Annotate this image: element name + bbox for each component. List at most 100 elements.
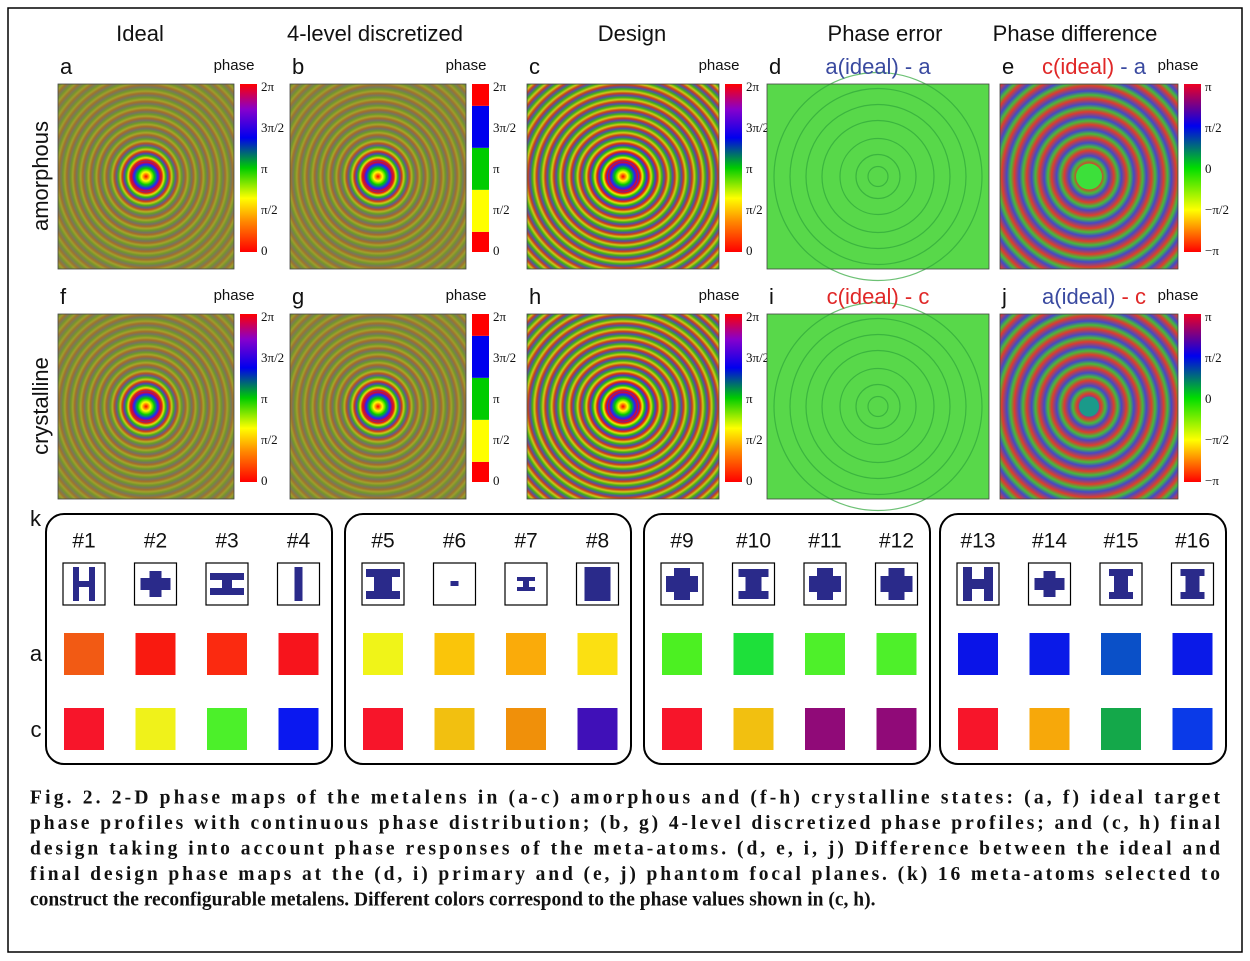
colorbar-tick-label: 2π <box>261 309 275 324</box>
atom-label: #6 <box>443 530 466 553</box>
swatch-a <box>64 633 104 675</box>
colorbar <box>240 314 257 482</box>
map-bg <box>767 314 989 499</box>
colorbar-tick-label: π <box>746 161 753 176</box>
colorbar-segment <box>472 462 489 482</box>
phase-map <box>58 314 234 499</box>
colorbar-segment <box>472 148 489 190</box>
phase-map <box>1000 84 1178 269</box>
swatch-c <box>363 708 403 750</box>
phase-map <box>290 314 466 499</box>
swatch-c <box>1030 708 1070 750</box>
swatch-a <box>734 633 774 675</box>
colorbar-tick-label: 0 <box>746 243 753 258</box>
colorbar-tick-label: 2π <box>493 309 507 324</box>
column-header: Phase error <box>828 21 943 46</box>
colorbar-segment <box>472 190 489 232</box>
atom-label: #2 <box>144 530 167 553</box>
colorbar-tick-label: π <box>746 391 753 406</box>
phase-map <box>767 73 989 281</box>
atom-shape <box>89 567 95 601</box>
swatch-c <box>64 708 104 750</box>
phase-map <box>1000 314 1178 499</box>
colorbar-tick-label: π/2 <box>493 202 510 217</box>
colorbar-title: phase <box>214 287 255 304</box>
phase-map <box>290 84 466 269</box>
colorbar-tick-label: 0 <box>261 473 268 488</box>
figure: k Ideal4-level discretizedDesignPhase er… <box>0 0 1250 961</box>
swatch-a <box>1173 633 1213 675</box>
colorbar-title: phase <box>214 57 255 74</box>
subtitle-part: a(ideal) <box>825 54 898 79</box>
caption-line: final design phase maps at the (d, i) pr… <box>30 864 1220 885</box>
colorbar-tick-label: 3π/2 <box>746 120 769 135</box>
map-center <box>1079 397 1099 417</box>
colorbar-tick-label: 3π/2 <box>493 120 516 135</box>
atom-icon <box>206 563 248 605</box>
swatch-a <box>1030 633 1070 675</box>
swatch-c <box>734 708 774 750</box>
colorbar-title: phase <box>699 287 740 304</box>
panel-letter: h <box>529 284 541 309</box>
colorbar-title: phase <box>1158 287 1199 304</box>
subtitle-part: - c <box>899 284 930 309</box>
swatch-c <box>1173 708 1213 750</box>
swatch-c <box>506 708 546 750</box>
swatch-a <box>506 633 546 675</box>
atom-icon <box>135 563 177 605</box>
phase-map <box>527 84 719 269</box>
atom-label: #12 <box>879 530 914 553</box>
swatch-a <box>662 633 702 675</box>
subtitle-part: c(ideal) <box>827 284 899 309</box>
colorbar-tick-label: 2π <box>261 79 275 94</box>
atom-row-label: a <box>30 641 43 666</box>
atom-shape <box>451 581 459 586</box>
panel-subtitle: c(ideal) - c <box>827 284 930 309</box>
atom-icon <box>804 563 846 605</box>
atom-label: #1 <box>72 530 95 553</box>
phase-map <box>767 303 989 511</box>
colorbar-tick-label: 0 <box>1205 391 1212 406</box>
atom-shape <box>222 573 232 595</box>
atom-shape <box>523 577 529 591</box>
subtitle-part: - c <box>1115 284 1146 309</box>
column-header: 4-level discretized <box>287 21 463 46</box>
subtitle-part: - a <box>899 54 932 79</box>
panel-letter: i <box>769 284 774 309</box>
colorbar-segment <box>472 106 489 148</box>
atom-icon <box>1029 563 1071 605</box>
caption-line: design taking into account phase respons… <box>30 838 1220 859</box>
atom-icon <box>362 563 404 605</box>
colorbar-segment <box>472 314 489 336</box>
panel-letter: e <box>1002 54 1014 79</box>
swatch-c <box>1101 708 1141 750</box>
swatch-a <box>1101 633 1141 675</box>
subtitle-part: a(ideal) <box>1042 284 1115 309</box>
atom-label: #13 <box>960 530 995 553</box>
colorbar-tick-label: π/2 <box>1205 350 1222 365</box>
atom-icon <box>63 563 105 605</box>
colorbar-title: phase <box>446 287 487 304</box>
panel-letter: d <box>769 54 781 79</box>
map-bg <box>767 84 989 269</box>
colorbar-tick-label: π <box>261 161 268 176</box>
atom-shape <box>73 567 79 601</box>
atom-icon <box>278 563 320 605</box>
swatch-c <box>279 708 319 750</box>
panel-subtitle: a(ideal) - c <box>1042 284 1146 309</box>
colorbar-tick-label: π <box>261 391 268 406</box>
colorbar-tick-label: π <box>493 391 500 406</box>
swatch-c <box>662 708 702 750</box>
colorbar <box>1184 84 1201 252</box>
swatch-c <box>207 708 247 750</box>
atom-row-label: c <box>31 717 42 742</box>
atom-label: #4 <box>287 530 311 553</box>
colorbar-tick-label: π/2 <box>493 432 510 447</box>
colorbar-segment <box>472 84 489 106</box>
atom-icon <box>876 563 918 605</box>
atom-shape <box>1114 574 1128 594</box>
panel-letter: b <box>292 54 304 79</box>
atom-label: #9 <box>670 530 693 553</box>
panel-letter: j <box>1001 284 1007 309</box>
atom-label: #7 <box>514 530 537 553</box>
